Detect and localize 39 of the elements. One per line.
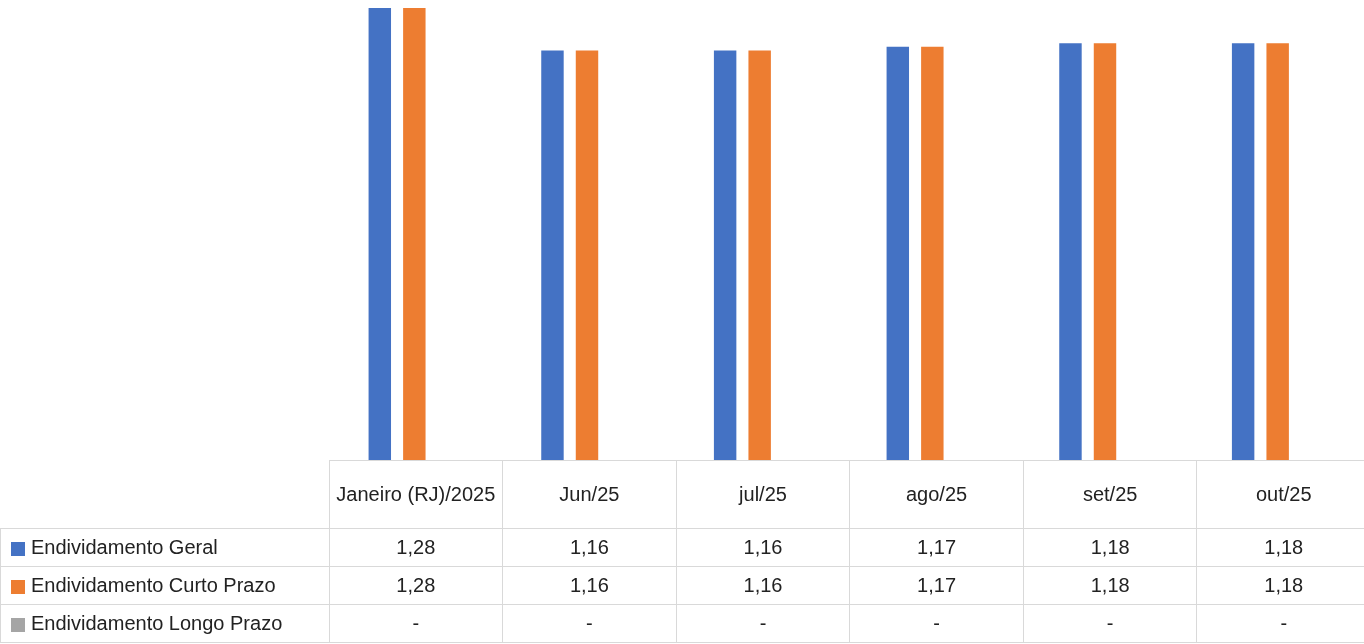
data-label: 1,17 — [849, 566, 1024, 605]
data-label: 1,28 — [329, 566, 503, 605]
bar — [748, 50, 771, 460]
x-tick-label: Jun/25 — [502, 460, 677, 529]
data-label: 1,17 — [849, 528, 1024, 567]
data-label: 1,18 — [1196, 528, 1364, 567]
bar — [1231, 43, 1255, 460]
data-label: 1,16 — [502, 566, 677, 605]
bar — [541, 50, 564, 460]
bar — [1093, 43, 1117, 460]
data-label: 1,18 — [1023, 566, 1197, 605]
text: - — [586, 612, 593, 634]
bar — [1266, 43, 1289, 460]
text: - — [1280, 612, 1288, 634]
data-label: 1,18 — [1196, 566, 1364, 605]
x-tick-label: jul/25 — [676, 460, 850, 529]
text: - — [759, 612, 767, 634]
bar — [403, 8, 426, 460]
x-tick-label: ago/25 — [849, 460, 1024, 529]
text: - — [1106, 612, 1114, 634]
data-label: 1,28 — [329, 528, 503, 567]
text: - — [412, 612, 420, 634]
legend-label: Endividamento Longo Prazo — [31, 612, 283, 634]
bar — [886, 46, 910, 460]
x-tick-label: out/25 — [1196, 460, 1364, 529]
bar — [713, 50, 737, 460]
bar — [368, 8, 392, 460]
x-tick-label: Janeiro (RJ)/2025 — [329, 460, 503, 529]
bar — [575, 50, 599, 460]
bar — [921, 46, 944, 460]
data-label: 1,18 — [1023, 528, 1197, 567]
x-tick-label: set/25 — [1023, 460, 1197, 529]
data-label: 1,16 — [676, 528, 850, 567]
data-label: 1,16 — [502, 528, 677, 567]
bar — [1059, 43, 1082, 460]
legend-label: Endividamento Curto Prazo — [31, 574, 276, 596]
data-label: 1,16 — [676, 566, 850, 605]
text: - — [933, 612, 940, 634]
legend-label: Endividamento Geral — [31, 536, 218, 558]
